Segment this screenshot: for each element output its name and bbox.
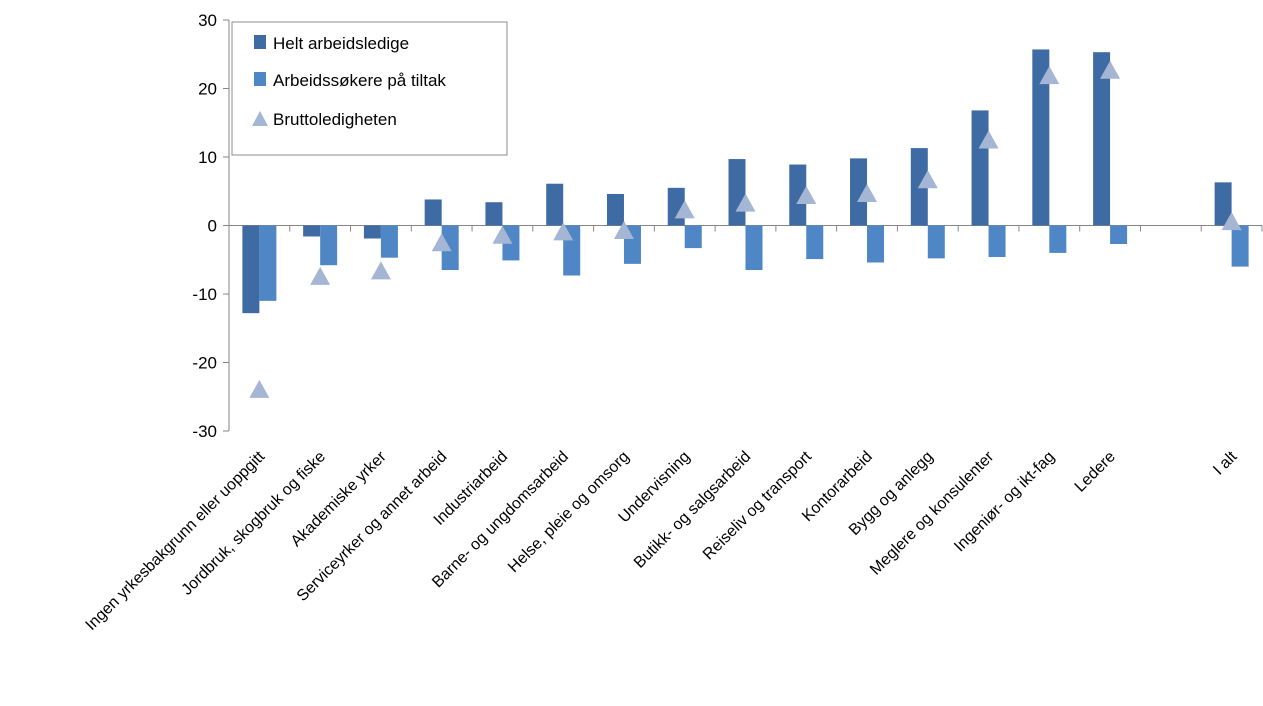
bar-helt-arbeidsledige: [242, 225, 260, 314]
marker-bruttoledigheten: [310, 266, 331, 285]
x-axis-category-labels: Ingen yrkesbakgrunn eller uoppgittJordbr…: [83, 448, 1241, 634]
marker-bruttoledigheten: [613, 220, 634, 239]
bar-helt-arbeidsledige: [546, 183, 564, 226]
marker-bruttoledigheten: [1100, 60, 1121, 79]
marker-bruttoledigheten: [1221, 212, 1242, 231]
bar-arbeidssokere-pa-tiltak: [684, 225, 702, 249]
x-category-label: Meglere og konsulenter: [867, 448, 998, 579]
x-category-label: I alt: [1210, 448, 1241, 479]
chart-markers: [249, 60, 1242, 398]
bar-helt-arbeidsledige: [606, 193, 624, 226]
legend-swatch-arbeidssokere-pa-tiltak: [254, 72, 266, 86]
y-tick-label: 0: [208, 217, 217, 236]
marker-bruttoledigheten: [1039, 66, 1060, 85]
bar-helt-arbeidsledige: [850, 158, 868, 226]
y-tick-label: 30: [198, 11, 217, 30]
bar-arbeidssokere-pa-tiltak: [1049, 225, 1067, 253]
bar-helt-arbeidsledige: [303, 225, 321, 237]
legend-marker-bruttoledigheten: [252, 111, 268, 126]
y-tick-label: 10: [198, 148, 217, 167]
marker-bruttoledigheten: [674, 200, 695, 219]
marker-bruttoledigheten: [249, 379, 270, 398]
marker-bruttoledigheten: [370, 261, 391, 280]
x-category-label: Helse, pleie og omsorg: [505, 448, 633, 576]
chart-legend: Helt arbeidsledige Arbeidssøkere på tilt…: [231, 21, 508, 156]
bar-arbeidssokere-pa-tiltak: [441, 225, 459, 271]
marker-bruttoledigheten: [796, 186, 817, 205]
bar-arbeidssokere-pa-tiltak: [259, 225, 277, 301]
legend-label-bruttoledigheten: Bruttoledigheten: [273, 110, 397, 129]
y-tick-label: -20: [192, 354, 217, 373]
bar-arbeidssokere-pa-tiltak: [320, 225, 338, 266]
bar-helt-arbeidsledige: [789, 164, 807, 226]
y-tick-label: -10: [192, 285, 217, 304]
x-category-label: Butikk- og salgsarbeid: [631, 448, 754, 571]
marker-bruttoledigheten: [978, 130, 999, 149]
bar-helt-arbeidsledige: [424, 199, 442, 226]
legend-swatch-helt-arbeidsledige: [254, 35, 266, 49]
marker-bruttoledigheten: [431, 233, 452, 252]
marker-bruttoledigheten: [492, 225, 513, 244]
x-category-label: Ingeniør- og ikt-fag: [951, 448, 1058, 555]
bar-helt-arbeidsledige: [728, 159, 746, 226]
bar-helt-arbeidsledige: [485, 202, 503, 226]
bar-helt-arbeidsledige: [1214, 182, 1232, 226]
bar-helt-arbeidsledige: [363, 225, 381, 239]
y-tick-label: -30: [192, 422, 217, 441]
bar-helt-arbeidsledige: [1093, 52, 1111, 226]
y-axis-tick-labels: 30 20 10 0 -10 -20 -30: [192, 11, 217, 441]
bar-arbeidssokere-pa-tiltak: [380, 225, 398, 258]
bar-arbeidssokere-pa-tiltak: [745, 225, 763, 271]
marker-bruttoledigheten: [857, 183, 878, 202]
legend-label-helt-arbeidsledige: Helt arbeidsledige: [273, 34, 409, 53]
marker-bruttoledigheten: [917, 170, 938, 189]
bar-arbeidssokere-pa-tiltak: [806, 225, 824, 260]
bar-helt-arbeidsledige: [971, 110, 989, 226]
x-category-label: Ledere: [1072, 448, 1119, 495]
marker-bruttoledigheten: [735, 193, 756, 212]
marker-bruttoledigheten: [553, 222, 574, 241]
bar-arbeidssokere-pa-tiltak: [988, 225, 1006, 258]
x-category-label: Reiseliv og transport: [700, 448, 816, 564]
bar-helt-arbeidsledige: [1032, 49, 1050, 226]
bar-arbeidssokere-pa-tiltak: [927, 225, 945, 259]
bar-arbeidssokere-pa-tiltak: [867, 225, 885, 263]
legend-label-arbeidssokere-pa-tiltak: Arbeidssøkere på tiltak: [273, 71, 446, 90]
y-tick-label: 20: [198, 80, 217, 99]
bar-arbeidssokere-pa-tiltak: [1231, 225, 1249, 267]
bar-arbeidssokere-pa-tiltak: [1110, 225, 1128, 244]
legend-box: [231, 21, 508, 156]
